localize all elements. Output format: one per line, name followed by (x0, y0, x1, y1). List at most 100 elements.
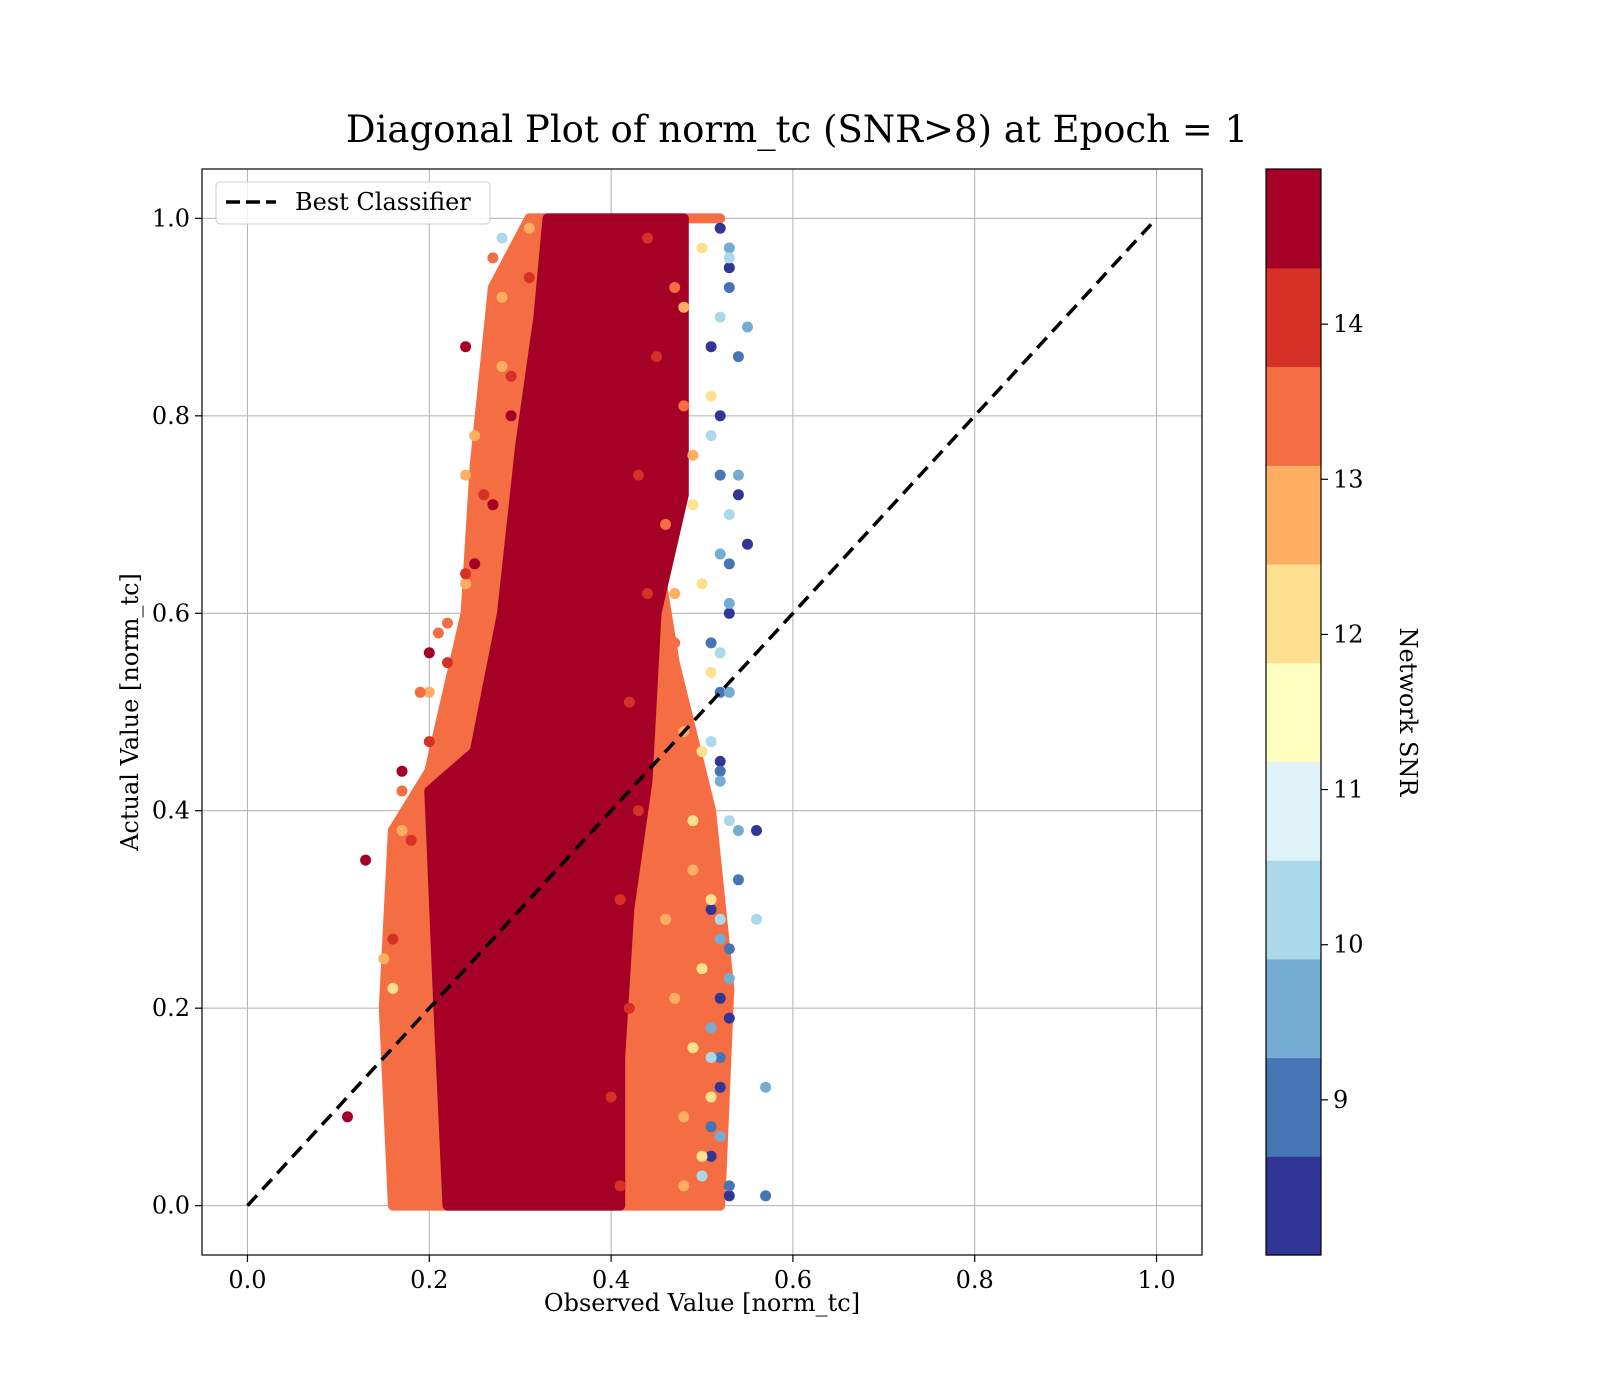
scatter-point (696, 578, 708, 590)
y-tick-label: 0.0 (152, 1192, 190, 1220)
scatter-point (414, 686, 426, 698)
scatter-point (723, 1190, 735, 1202)
x-axis-ticks: 0.0 0.2 0.4 0.6 0.8 1.0 (228, 1255, 1176, 1294)
scatter-point (614, 894, 626, 906)
scatter-point (678, 1180, 690, 1192)
scatter-point (669, 588, 681, 599)
x-tick-label: 0.4 (592, 1266, 630, 1294)
scatter-point (478, 459, 490, 471)
x-tick-label: 0.2 (410, 1266, 448, 1294)
scatter-point (623, 1002, 635, 1014)
scatter-point (696, 1150, 708, 1162)
scatter-point (396, 825, 408, 836)
scatter-point (387, 933, 399, 945)
scatter-point (605, 380, 617, 392)
scatter-point (714, 1081, 726, 1093)
scatter-point (723, 973, 735, 985)
scatter-point (651, 252, 662, 264)
plot-axes: 0.0 0.2 0.4 0.6 0.8 1.0 0.0 0.2 0.4 0.6 0.8 1.0 (152, 168, 1203, 1294)
scatter-point (714, 222, 726, 234)
scatter-point (696, 963, 708, 975)
scatter-point (705, 1091, 717, 1103)
scatter-point (651, 1032, 662, 1044)
scatter-point (696, 746, 708, 757)
scatter-point (714, 469, 726, 481)
scatter-point (523, 272, 535, 284)
scatter-point (423, 686, 435, 698)
scatter-point (723, 1012, 735, 1024)
legend-box (215, 181, 491, 225)
scatter-point (423, 647, 435, 659)
scatter-point (460, 568, 472, 580)
scatter-point (496, 232, 508, 244)
scatter-point (632, 805, 644, 817)
dense-point-cloud (378, 213, 735, 1211)
scatter-point (714, 755, 726, 767)
colorbar-tick-label: 11 (1333, 776, 1364, 804)
scatter-point (487, 341, 499, 353)
scatter-point (660, 1121, 672, 1133)
scatter-point (651, 351, 662, 363)
y-axis-label: Actual Value [norm_tc] (116, 573, 144, 852)
scatter-point (642, 588, 653, 599)
scatter-point (469, 430, 481, 442)
y-tick-label: 0.2 (152, 994, 190, 1022)
scatter-point (714, 548, 726, 560)
scatter-point (523, 222, 535, 234)
scatter-point (560, 479, 572, 491)
colorbar-block (1266, 169, 1321, 269)
scatter-point (460, 578, 472, 590)
scatter-point (705, 736, 717, 748)
scatter-point (751, 825, 762, 836)
scatter-point (669, 637, 681, 649)
colorbar-tick-label: 12 (1333, 620, 1364, 648)
scatter-point (496, 361, 508, 372)
scatter-point (432, 627, 444, 639)
colorbar-block (1266, 958, 1321, 1059)
y-axis-ticks: 0.0 0.2 0.4 0.6 0.8 1.0 (152, 204, 202, 1220)
dense-point-cluster (424, 213, 689, 1211)
colorbar-color-blocks (1266, 169, 1321, 1256)
scatter-point (623, 696, 635, 708)
scatter-point (705, 390, 717, 402)
scatter-point (723, 943, 735, 955)
scatter-point (760, 1081, 772, 1093)
scatter-point (687, 815, 699, 827)
colorbar-block (1266, 563, 1321, 664)
scatter-point (423, 736, 435, 748)
scatter-point (723, 509, 735, 520)
legend: Best Classifier (215, 181, 491, 225)
scatter-point (696, 1170, 708, 1182)
scatter-point (714, 765, 726, 777)
scatter-point (660, 518, 672, 530)
scatter-point (687, 1042, 699, 1054)
scatter-point (705, 667, 717, 678)
scatter-point (505, 410, 517, 422)
colorbar-tick-label: 10 (1333, 931, 1364, 959)
scatter-point (669, 992, 681, 1004)
scatter-point (723, 815, 735, 827)
scatter-point (660, 913, 672, 925)
scatter-point (723, 686, 735, 698)
scatter-point (723, 282, 735, 293)
scatter-point (387, 982, 399, 994)
scatter-point (632, 469, 644, 481)
colorbar-block (1266, 267, 1321, 368)
scatter-point (742, 321, 753, 333)
scatter-point (705, 904, 717, 915)
scatter-point (714, 775, 726, 787)
scatter-point (723, 252, 735, 264)
scatter-point (705, 1150, 717, 1162)
y-tick-label: 0.6 (152, 599, 190, 627)
scatter-point (723, 1180, 735, 1192)
scatter-point (687, 864, 699, 876)
scatter-point (669, 282, 681, 293)
scatter-point (678, 301, 690, 313)
x-tick-label: 1.0 (1137, 1266, 1175, 1294)
colorbar-tick-label: 13 (1333, 465, 1364, 493)
scatter-point (705, 1121, 717, 1133)
plot-frame (201, 168, 1203, 1256)
x-tick-label: 0.0 (228, 1266, 266, 1294)
x-tick-label: 0.8 (956, 1266, 994, 1294)
scatter-point (705, 1022, 717, 1034)
